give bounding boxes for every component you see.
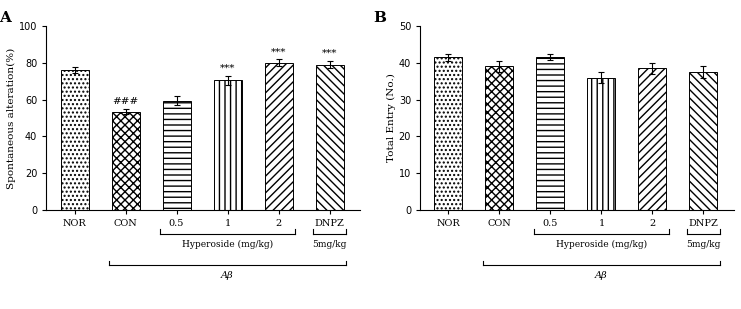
Bar bbox=[61, 70, 89, 210]
Text: ###: ### bbox=[113, 97, 139, 106]
Bar bbox=[112, 112, 139, 210]
Text: Hyperoside (mg/kg): Hyperoside (mg/kg) bbox=[556, 239, 647, 249]
Bar bbox=[213, 80, 242, 210]
Text: 5mg/kg: 5mg/kg bbox=[313, 239, 347, 248]
Bar bbox=[639, 68, 666, 210]
Bar bbox=[434, 57, 462, 210]
Bar bbox=[316, 65, 344, 210]
Y-axis label: Spontaneous alteration(%): Spontaneous alteration(%) bbox=[7, 47, 16, 189]
Text: Aβ: Aβ bbox=[222, 271, 234, 280]
Text: A: A bbox=[0, 11, 11, 25]
Text: Aβ: Aβ bbox=[595, 271, 608, 280]
Bar bbox=[485, 66, 514, 210]
Text: B: B bbox=[373, 11, 386, 25]
Text: ***: *** bbox=[220, 64, 235, 73]
Bar bbox=[689, 72, 717, 210]
Y-axis label: Total Entry (No.): Total Entry (No.) bbox=[387, 74, 396, 163]
Bar bbox=[265, 63, 293, 210]
Text: ***: *** bbox=[271, 47, 286, 56]
Bar bbox=[588, 78, 616, 210]
Bar bbox=[536, 57, 565, 210]
Text: 5mg/kg: 5mg/kg bbox=[686, 239, 721, 248]
Bar bbox=[162, 100, 190, 210]
Text: ***: *** bbox=[322, 49, 337, 58]
Text: Hyperoside (mg/kg): Hyperoside (mg/kg) bbox=[182, 239, 273, 249]
